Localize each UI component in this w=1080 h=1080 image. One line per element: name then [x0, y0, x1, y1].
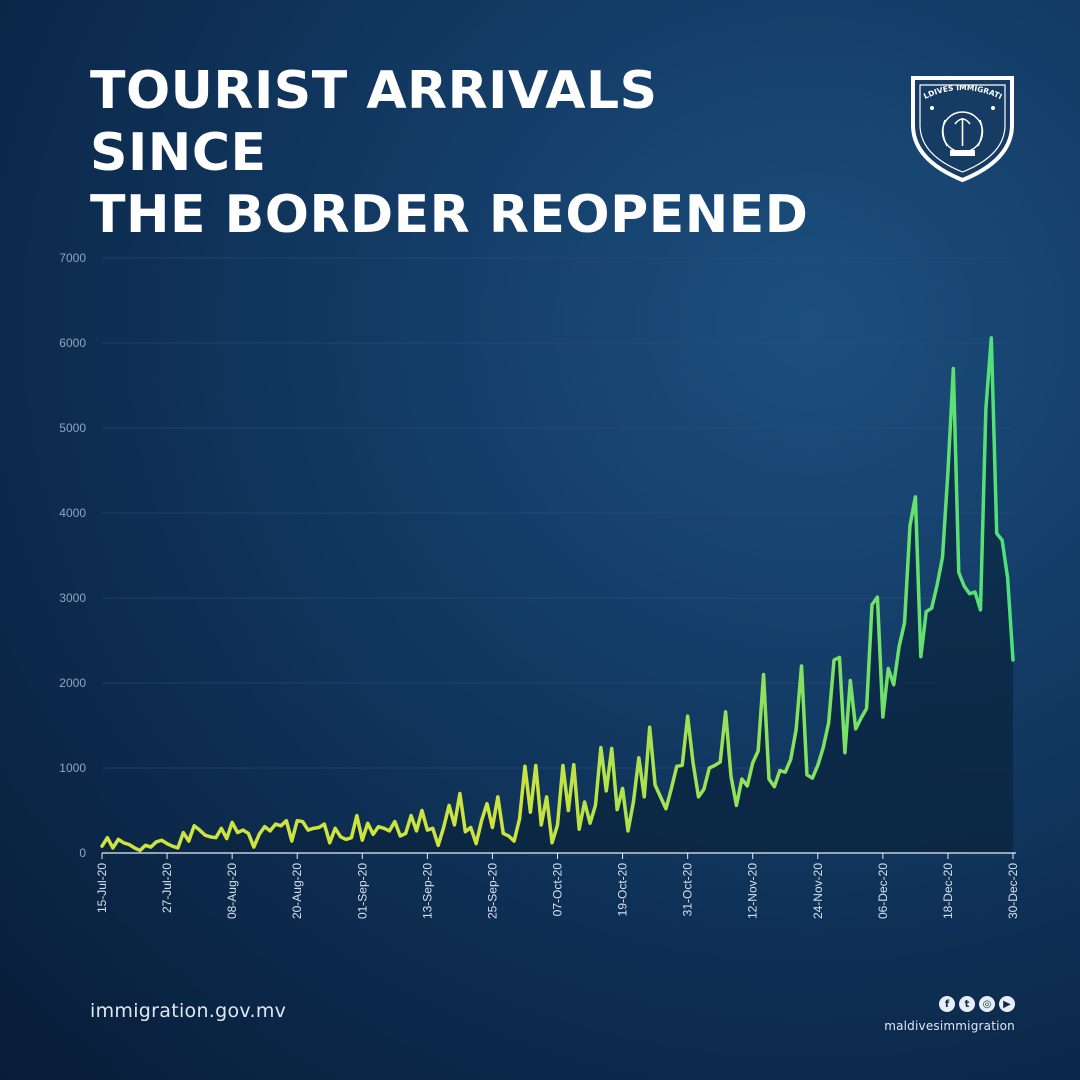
x-tick-label: 31-Oct-20: [681, 863, 695, 917]
y-tick-label: 7000: [59, 251, 86, 265]
series-line: [100, 336, 1015, 853]
youtube-icon[interactable]: ▶: [999, 996, 1015, 1012]
y-tick-label: 0: [79, 846, 86, 860]
twitter-icon[interactable]: t: [959, 996, 975, 1012]
title-line-2: THE BORDER REOPENED: [90, 185, 809, 245]
instagram-icon[interactable]: ◎: [979, 996, 995, 1012]
x-tick-label: 27-Jul-20: [160, 863, 174, 913]
x-tick-label: 15-Jul-20: [95, 863, 109, 913]
y-tick-label: 6000: [59, 336, 86, 350]
y-tick-label: 5000: [59, 421, 86, 435]
y-tick-label: 1000: [59, 761, 86, 775]
x-tick-label: 18-Dec-20: [941, 863, 955, 919]
chart-title: TOURIST ARRIVALS SINCE THE BORDER REOPEN…: [90, 60, 850, 246]
facebook-icon[interactable]: f: [939, 996, 955, 1012]
y-tick-label: 2000: [59, 676, 86, 690]
x-tick-label: 24-Nov-20: [811, 863, 825, 919]
area-fill: [102, 337, 1013, 853]
x-tick-label: 30-Dec-20: [1006, 863, 1020, 919]
y-tick-label: 3000: [59, 591, 86, 605]
social-handle: maldivesimmigration: [884, 1019, 1015, 1033]
x-tick-label: 06-Dec-20: [876, 863, 890, 919]
social-icons: f t ◎ ▶: [939, 996, 1015, 1012]
website-url[interactable]: immigration.gov.mv: [90, 1000, 287, 1022]
x-tick-label: 13-Sep-20: [420, 863, 434, 919]
x-tick-label: 01-Sep-20: [355, 863, 369, 919]
maldives-immigration-emblem-icon: MALDIVES IMMIGRATION: [905, 70, 1014, 183]
x-tick-label: 20-Aug-20: [290, 863, 304, 919]
x-tick-label: 07-Oct-20: [551, 863, 565, 917]
x-tick-label: 25-Sep-20: [485, 863, 499, 919]
x-tick-label: 12-Nov-20: [746, 863, 760, 919]
x-tick-label: 19-Oct-20: [616, 863, 630, 917]
x-tick-label: 08-Aug-20: [225, 863, 239, 919]
title-line-1: TOURIST ARRIVALS SINCE: [90, 61, 658, 183]
y-tick-label: 4000: [59, 506, 86, 520]
